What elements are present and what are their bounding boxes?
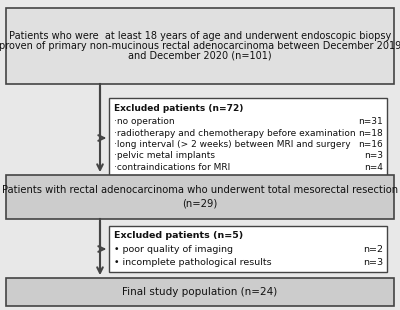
Text: (n=29): (n=29): [182, 199, 218, 209]
Text: n=18: n=18: [358, 129, 383, 138]
Text: ·radiotherapy and chemotherapy before examination: ·radiotherapy and chemotherapy before ex…: [114, 129, 356, 138]
Text: n=2: n=2: [363, 245, 383, 254]
Text: proven of primary non-mucinous rectal adenocarcinoma between December 2019: proven of primary non-mucinous rectal ad…: [0, 41, 400, 51]
Bar: [109, 226, 387, 272]
Bar: [6, 175, 394, 219]
Bar: [109, 98, 387, 178]
Text: n=16: n=16: [358, 140, 383, 149]
Text: ·contraindications for MRI: ·contraindications for MRI: [114, 163, 230, 172]
Bar: [6, 8, 394, 84]
Text: ·long interval (> 2 weeks) between MRI and surgery: ·long interval (> 2 weeks) between MRI a…: [114, 140, 351, 149]
Text: n=3: n=3: [364, 152, 383, 161]
Text: • poor quality of imaging: • poor quality of imaging: [114, 245, 233, 254]
Text: ·pelvic metal implants: ·pelvic metal implants: [114, 152, 215, 161]
Text: Patients with rectal adenocarcinoma who underwent total mesorectal resection: Patients with rectal adenocarcinoma who …: [2, 185, 398, 195]
Text: Excluded patients (n=72): Excluded patients (n=72): [114, 104, 243, 113]
Text: Excluded patients (n=5): Excluded patients (n=5): [114, 231, 243, 240]
Text: n=3: n=3: [363, 258, 383, 267]
Text: and December 2020 (n=101): and December 2020 (n=101): [128, 51, 272, 61]
Text: • incomplete pathological results: • incomplete pathological results: [114, 258, 272, 267]
Text: n=4: n=4: [364, 163, 383, 172]
Text: ·no operation: ·no operation: [114, 117, 175, 126]
Bar: [6, 278, 394, 306]
Text: Final study population (n=24): Final study population (n=24): [122, 287, 278, 297]
Text: n=31: n=31: [358, 117, 383, 126]
Text: Patients who were  at least 18 years of age and underwent endoscopic biopsy: Patients who were at least 18 years of a…: [9, 31, 391, 41]
